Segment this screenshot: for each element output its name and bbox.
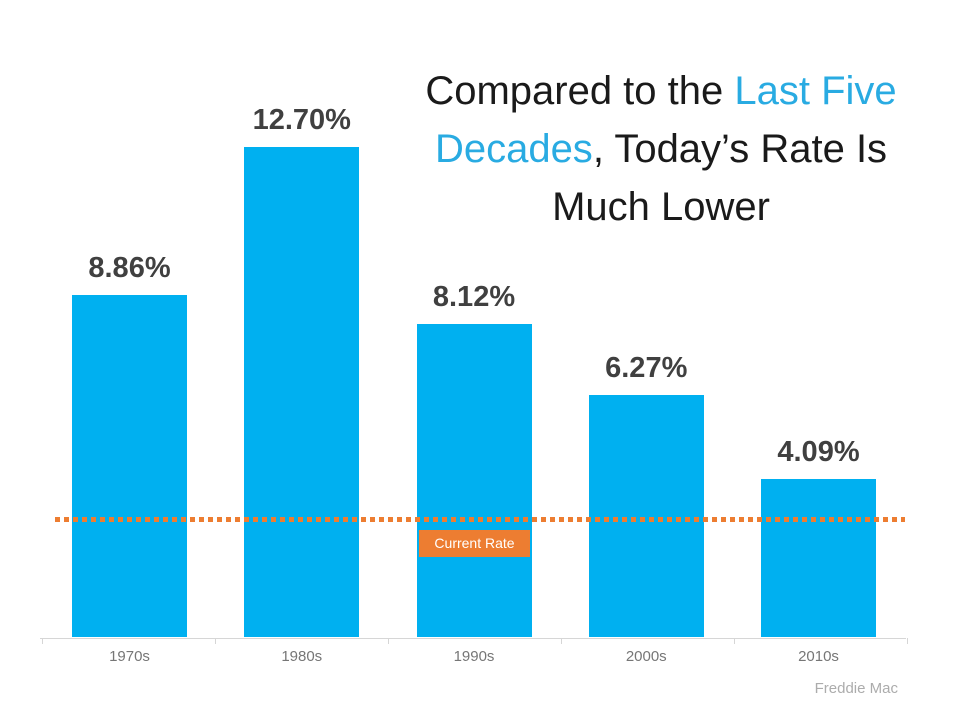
title-text: Much Lower [552,185,770,229]
x-axis-tick [907,638,908,644]
source-label: Freddie Mac [814,680,898,697]
bar-1970s [72,295,187,637]
bar-1980s [244,147,360,637]
x-axis-line [40,638,906,639]
title-accent-text: Last Five [734,69,897,113]
x-label-1970s: 1970s [109,648,150,665]
x-axis-tick [42,638,43,644]
title-accent-text: Decades [434,127,593,171]
bar-2010s [761,479,876,637]
title-line: Much Lower [396,178,926,236]
value-label-2000s: 6.27% [605,352,688,384]
bar-1990s [416,324,532,637]
x-axis-tick [561,638,562,644]
current-rate-label: Current Rate [419,530,530,557]
x-axis-tick [215,638,216,644]
x-label-1980s: 1980s [281,648,323,665]
bar-2000s [588,395,704,637]
title-line: Decades, Today’s Rate Is [396,120,926,178]
x-axis-tick [388,638,389,644]
value-label-1990s: 8.12% [432,281,516,313]
title-text: Compared to the [425,69,735,113]
x-label-1990s: 1990s [453,648,495,665]
slide-title: Compared to the Last Five Decades, Today’… [396,62,926,236]
title-line: Compared to the Last Five [396,62,926,120]
current-rate-line [55,517,905,522]
x-axis-tick [734,638,735,644]
value-label-1980s: 12.70% [252,104,351,136]
value-label-2010s: 4.09% [777,436,860,468]
title-text: , Today’s Rate Is [592,127,888,171]
x-label-2010s: 2010s [798,648,839,665]
value-label-1970s: 8.86% [88,252,171,284]
x-label-2000s: 2000s [625,648,667,665]
